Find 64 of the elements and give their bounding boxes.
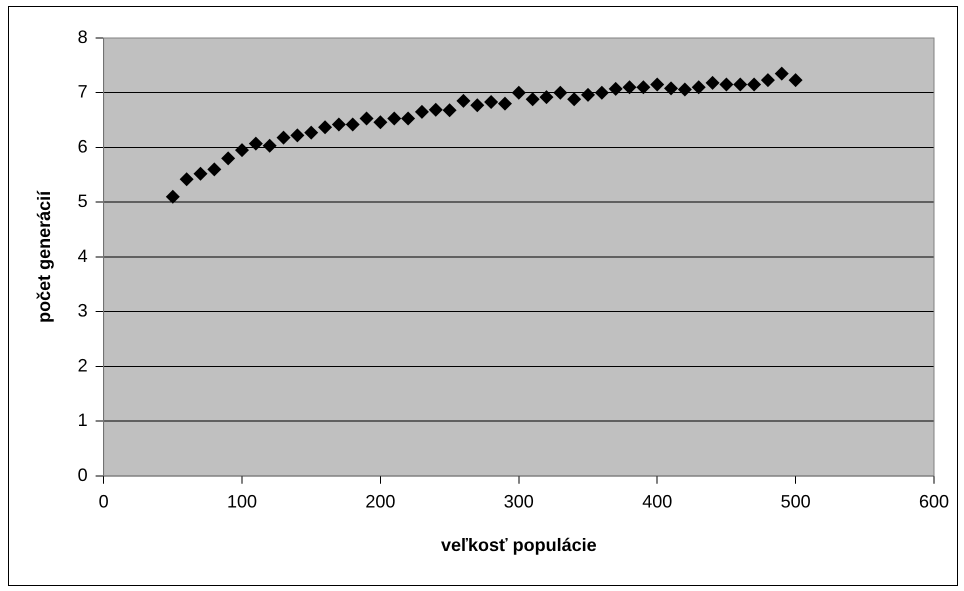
y-tick-label: 2 <box>78 355 88 376</box>
point <box>387 111 402 126</box>
y-tick-label: 0 <box>78 464 88 485</box>
point <box>456 94 470 108</box>
point <box>290 128 304 142</box>
y-tick-label: 5 <box>78 191 88 212</box>
y-axis-title: počet generácií <box>34 190 54 323</box>
point <box>608 82 623 96</box>
point <box>428 102 443 117</box>
point <box>719 78 734 92</box>
point <box>180 172 194 186</box>
point <box>581 88 596 102</box>
point <box>678 82 692 96</box>
point <box>553 86 568 100</box>
point <box>262 138 277 153</box>
y-tick-label: 6 <box>78 136 88 156</box>
point <box>235 143 250 158</box>
point <box>747 78 762 92</box>
point <box>221 151 236 166</box>
point <box>360 111 374 126</box>
point <box>442 103 457 118</box>
point <box>276 130 291 145</box>
point <box>346 117 360 132</box>
x-tick-label: 400 <box>642 492 672 512</box>
point <box>567 92 582 106</box>
point <box>636 80 650 94</box>
point <box>414 104 429 119</box>
point <box>484 95 498 110</box>
point <box>512 86 526 100</box>
point <box>760 73 775 88</box>
point <box>498 96 512 111</box>
point <box>733 78 748 92</box>
point <box>594 86 609 100</box>
point <box>304 126 318 140</box>
x-axis-title: veľkosť populácie <box>440 535 597 556</box>
point <box>318 120 332 134</box>
point <box>526 92 540 106</box>
point <box>650 78 664 92</box>
y-tick-label: 8 <box>78 26 88 47</box>
point <box>539 90 554 104</box>
point <box>332 117 346 132</box>
point <box>692 80 706 94</box>
point <box>470 98 484 112</box>
point <box>788 73 803 88</box>
x-tick-label: 100 <box>226 492 258 512</box>
y-tick-label: 7 <box>78 82 88 102</box>
point <box>207 162 222 176</box>
y-tick-label: 3 <box>78 300 88 321</box>
x-tick-label: 600 <box>918 492 950 512</box>
x-tick-label: 300 <box>504 492 534 512</box>
point <box>401 111 416 126</box>
point <box>193 166 208 181</box>
point <box>774 66 789 81</box>
y-tick-label: 4 <box>78 246 88 266</box>
y-tick-label: 1 <box>78 410 88 430</box>
x-tick-label: 0 <box>98 492 109 512</box>
point <box>664 81 678 96</box>
point <box>373 115 388 130</box>
point <box>248 136 263 151</box>
point <box>706 76 720 90</box>
point <box>166 190 180 204</box>
x-tick-label: 500 <box>780 492 811 512</box>
x-tick-label: 200 <box>365 492 396 512</box>
point <box>622 80 637 94</box>
